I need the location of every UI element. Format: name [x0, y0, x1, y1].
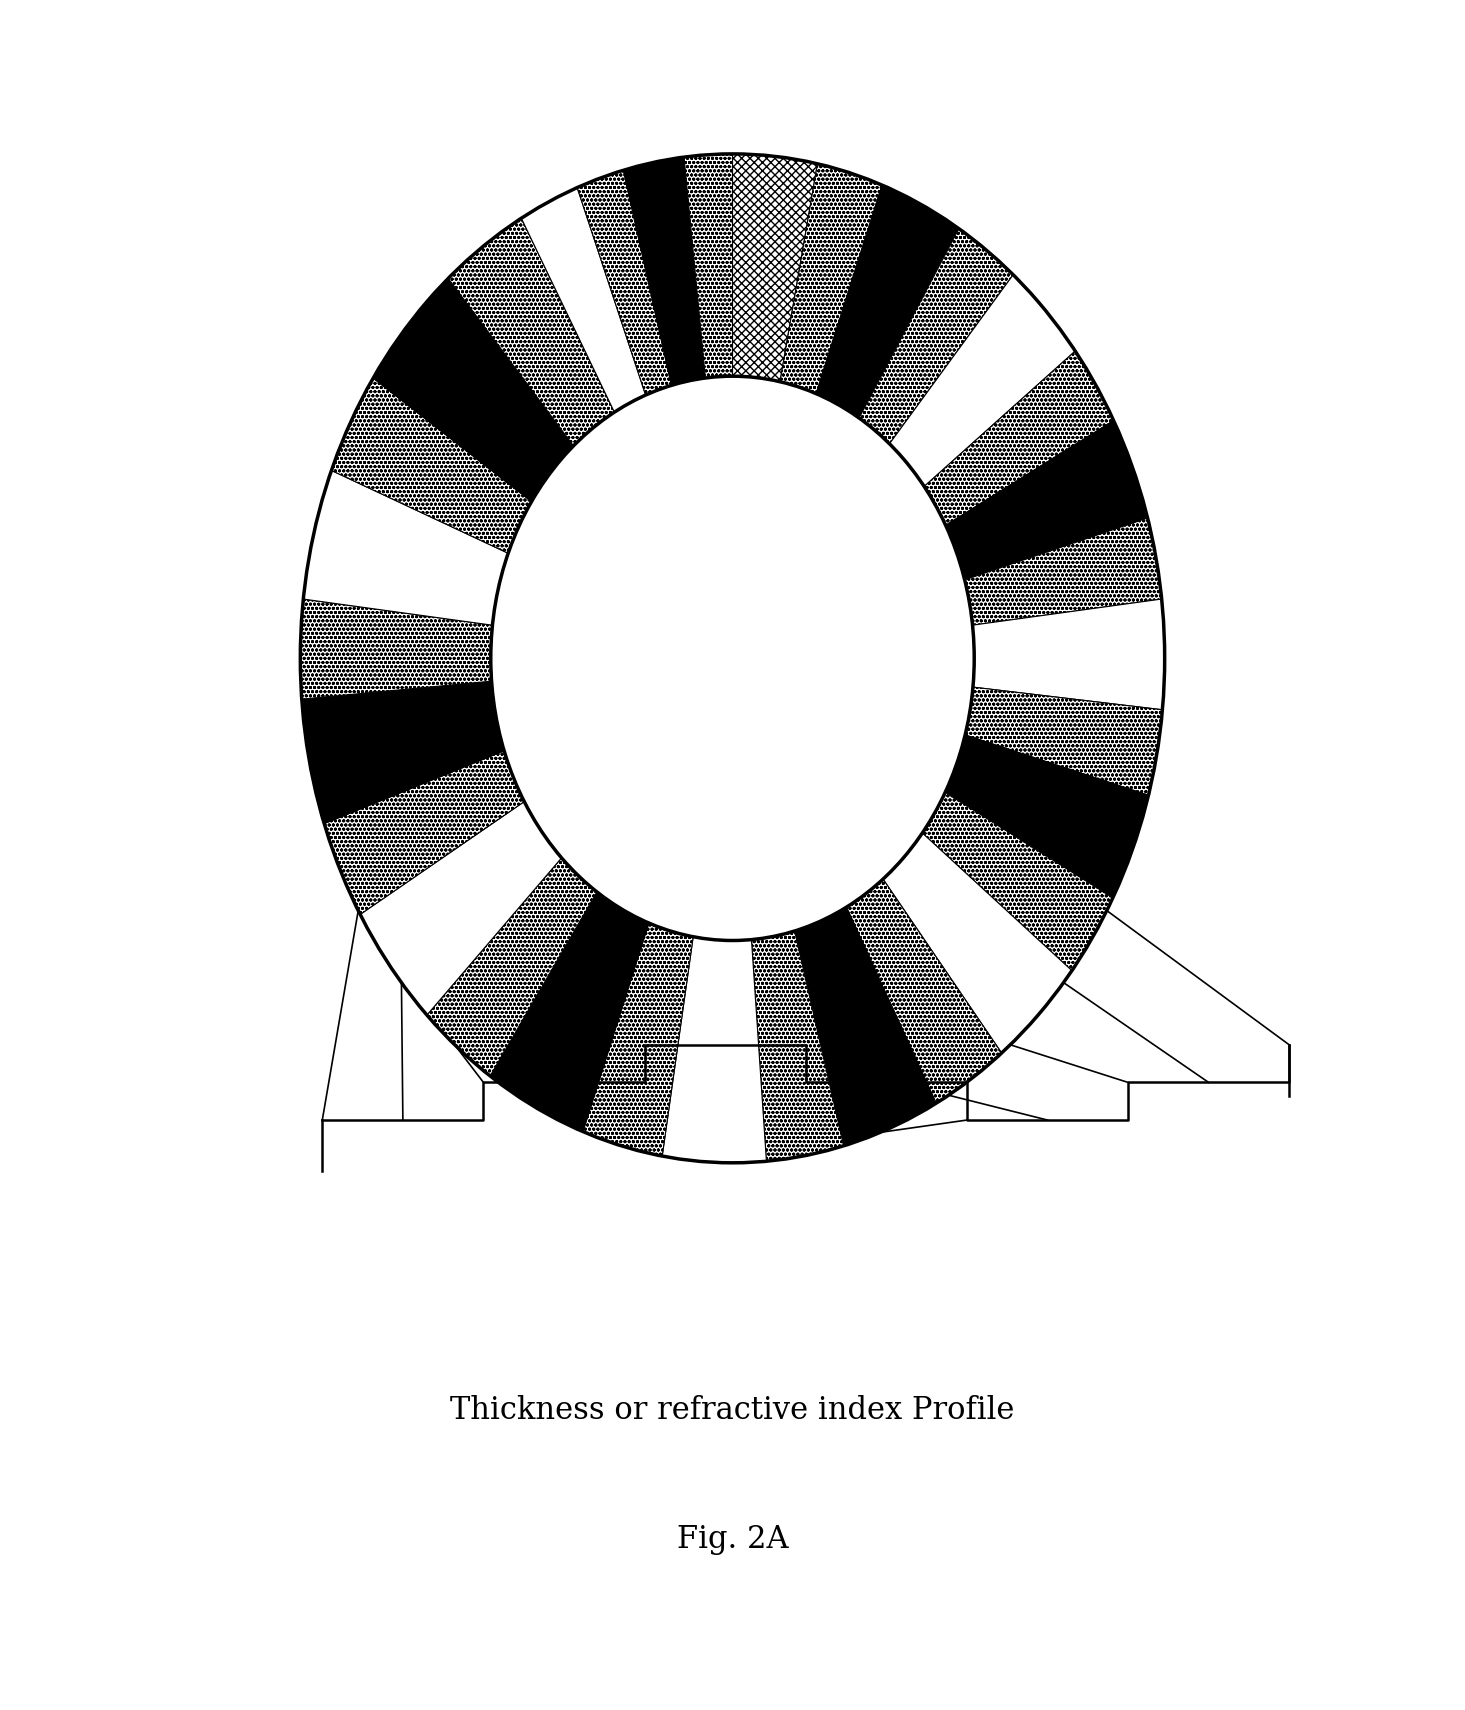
Wedge shape [964, 518, 1162, 626]
Wedge shape [491, 893, 649, 1132]
Wedge shape [965, 687, 1162, 795]
Wedge shape [847, 879, 1002, 1103]
Wedge shape [374, 279, 573, 501]
Wedge shape [858, 229, 1014, 445]
Wedge shape [794, 908, 936, 1146]
Wedge shape [923, 792, 1113, 971]
Wedge shape [779, 164, 882, 393]
Wedge shape [302, 681, 504, 824]
Wedge shape [583, 923, 693, 1156]
Wedge shape [624, 157, 706, 385]
Wedge shape [883, 833, 1072, 1053]
Wedge shape [577, 171, 671, 395]
Text: Fig. 2A: Fig. 2A [677, 1524, 788, 1554]
Wedge shape [324, 751, 524, 915]
Wedge shape [945, 735, 1149, 898]
Wedge shape [946, 421, 1147, 580]
Wedge shape [448, 219, 614, 446]
Wedge shape [924, 351, 1113, 525]
Wedge shape [816, 185, 960, 417]
Wedge shape [331, 378, 532, 554]
Wedge shape [300, 598, 492, 699]
Circle shape [491, 376, 974, 940]
Wedge shape [662, 937, 766, 1163]
Wedge shape [973, 598, 1165, 710]
Wedge shape [889, 275, 1075, 486]
Wedge shape [752, 930, 844, 1161]
Wedge shape [303, 470, 508, 626]
Wedge shape [684, 154, 732, 378]
Wedge shape [522, 188, 646, 412]
Text: Thickness or refractive index Profile: Thickness or refractive index Profile [450, 1395, 1015, 1426]
Wedge shape [732, 154, 817, 381]
Wedge shape [426, 858, 596, 1076]
Wedge shape [360, 802, 561, 1016]
